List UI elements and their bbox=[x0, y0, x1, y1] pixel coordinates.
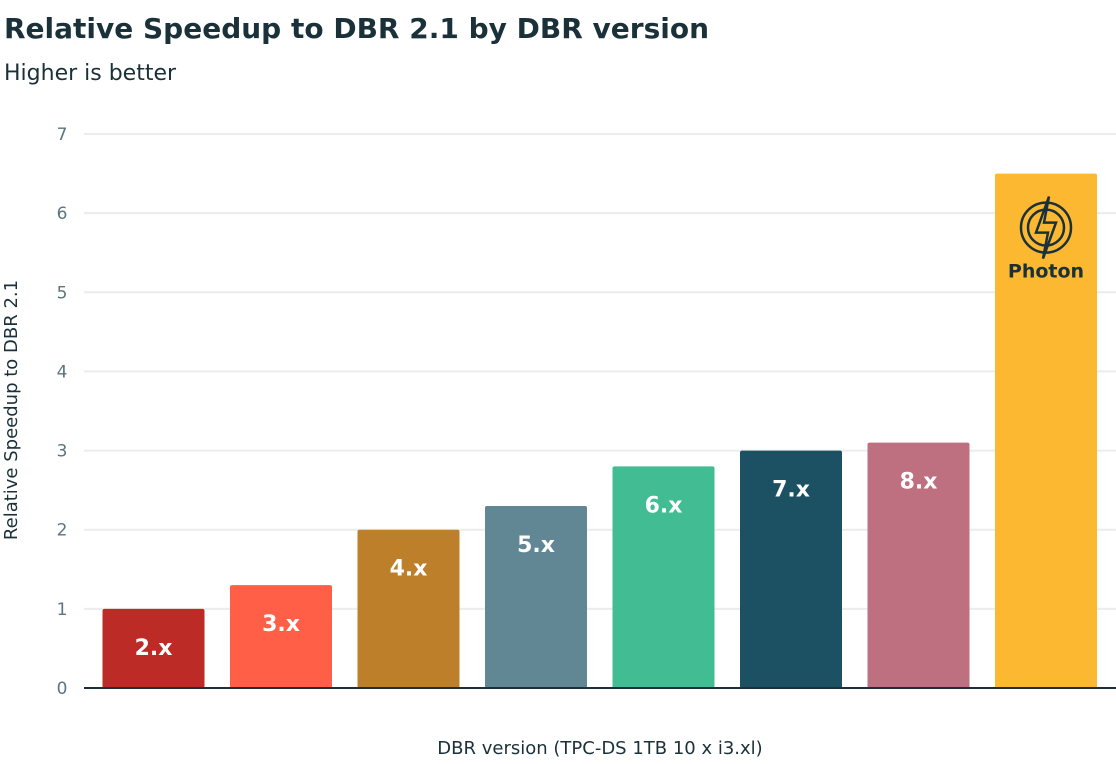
bar-Photon bbox=[995, 173, 1097, 689]
chart-title: Relative Speedup to DBR 2.1 by DBR versi… bbox=[4, 12, 709, 45]
lightning-bolt-circle-icon bbox=[1019, 196, 1073, 259]
bar-label: 2.x bbox=[135, 636, 173, 661]
y-tick-label: 1 bbox=[57, 600, 68, 620]
x-axis-label: DBR version (TPC-DS 1TB 10 x i3.xl) bbox=[437, 738, 762, 759]
bar-label: 6.x bbox=[645, 493, 683, 518]
bar-5.x bbox=[485, 505, 587, 688]
y-tick-label: 2 bbox=[57, 521, 68, 541]
y-tick-label: 7 bbox=[57, 125, 68, 145]
bar-4.x bbox=[357, 529, 460, 688]
y-axis-label: Relative Speedup to DBR 2.1 bbox=[1, 280, 22, 540]
bar-label: 7.x bbox=[772, 478, 810, 503]
bar-label: Photon bbox=[1008, 261, 1084, 283]
bar-label: 8.x bbox=[900, 470, 938, 495]
bar-label: 5.x bbox=[517, 533, 555, 558]
bar-label: 3.x bbox=[262, 612, 300, 637]
bar-label: 4.x bbox=[390, 557, 428, 582]
y-tick-label: 3 bbox=[57, 442, 68, 462]
y-tick-label: 5 bbox=[57, 283, 68, 303]
bar-8.x bbox=[867, 442, 970, 688]
bar-3.x bbox=[230, 585, 332, 688]
bar-2.x bbox=[102, 608, 205, 688]
y-tick-label: 6 bbox=[57, 204, 68, 224]
y-tick-label: 0 bbox=[57, 679, 68, 699]
bar-7.x bbox=[740, 450, 842, 688]
bar-6.x bbox=[612, 466, 715, 688]
chart-subtitle: Higher is better bbox=[4, 61, 177, 86]
y-tick-label: 4 bbox=[57, 362, 68, 382]
